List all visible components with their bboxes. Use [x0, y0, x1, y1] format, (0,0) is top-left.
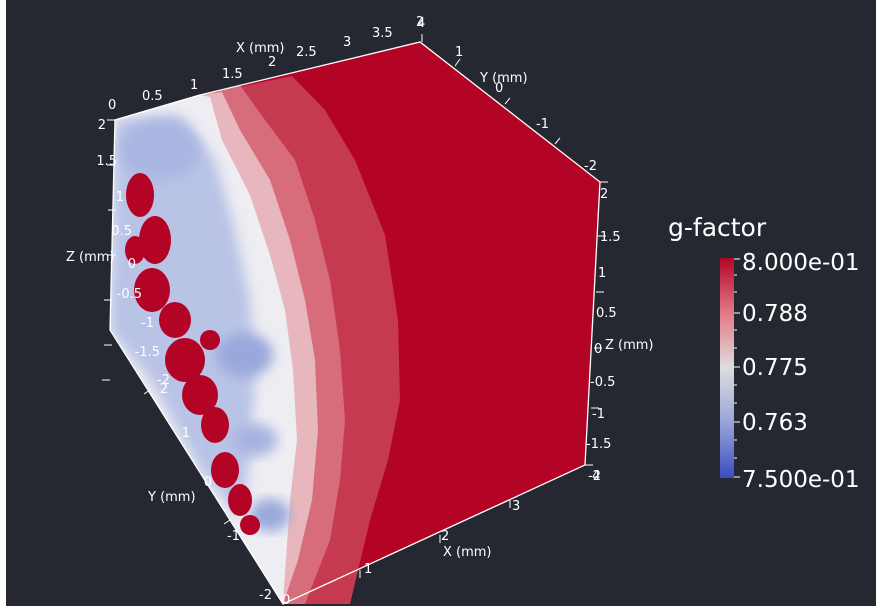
bottom-x-tick: 1 — [364, 562, 372, 577]
left-y-axis-title: Y (mm) — [147, 490, 196, 505]
top-x-axis-ticks: 0 0.5 1 1.5 2 2.5 3 3.5 4 — [108, 16, 425, 113]
left-y-tick: 1 — [182, 426, 190, 441]
left-z-tick: 1 — [116, 190, 124, 205]
right-z-axis-title: Z (mm) — [605, 338, 654, 353]
bottom-x-tick: 2 — [441, 529, 449, 544]
legend-label: 0.775 — [742, 355, 808, 381]
top-x-tick: 2 — [268, 55, 276, 70]
top-x-tick: 1.5 — [222, 67, 243, 82]
left-z-tick: 0 — [128, 257, 136, 272]
top-y-tick: 0 — [495, 81, 503, 96]
left-z-axis-title: Z (mm) — [66, 250, 115, 265]
left-y-tick: 0 — [204, 475, 212, 490]
left-z-tick: -2 — [157, 373, 170, 388]
cube-outline — [109, 41, 601, 605]
top-y-tick: 2 — [416, 15, 424, 30]
top-y-tick: -2 — [584, 159, 597, 174]
right-z-tick: 0 — [594, 342, 602, 357]
bottom-x-axis-ticks: 0 1 2 3 4 — [282, 469, 600, 606]
bottom-x-tick: 0 — [282, 593, 290, 606]
left-y-tick: -2 — [259, 588, 272, 603]
left-z-tick: 0.5 — [111, 224, 132, 239]
top-y-axis-title: Y (mm) — [479, 71, 528, 86]
left-z-tick: -1.5 — [135, 345, 160, 360]
left-y-tick: -1 — [227, 529, 240, 544]
legend-label-min: 7.500e-01 — [742, 467, 860, 493]
top-x-tick: 4 — [417, 16, 425, 31]
right-z-tick: -1 — [592, 407, 605, 422]
left-z-axis-ticks: 2 1.5 1 0.5 0 -0.5 -1 -1.5 -2 — [96, 118, 170, 388]
right-z-tick: 2 — [600, 187, 608, 202]
left-z-tick: -1 — [141, 316, 154, 331]
right-z-tick: 1 — [598, 266, 606, 281]
left-z-tick: 1.5 — [96, 154, 117, 169]
right-z-tick: -2 — [588, 469, 601, 484]
edge-hotspots — [125, 173, 260, 535]
left-y-axis-ticks: 2 1 0 -1 -2 — [160, 382, 272, 603]
legend-title: g-factor — [668, 213, 767, 242]
legend-ticks — [734, 258, 740, 478]
right-z-tick: -1.5 — [586, 437, 611, 452]
top-x-tick: 0 — [108, 98, 116, 113]
right-z-tick: 1.5 — [600, 230, 621, 245]
legend-label-max: 8.000e-01 — [742, 250, 860, 276]
legend-label: 0.763 — [742, 410, 808, 436]
top-y-tick: -1 — [536, 117, 549, 132]
bottom-x-tick: 4 — [592, 469, 600, 484]
color-legend[interactable]: g-factor 8.000e-01 0.788 0.775 0.763 7.5… — [668, 213, 860, 493]
right-z-tick: 0.5 — [596, 306, 617, 321]
left-z-tick: -0.5 — [117, 287, 142, 302]
top-x-tick: 3 — [343, 35, 351, 50]
axis-ticks — [102, 34, 608, 604]
legend-colorbar — [720, 258, 734, 478]
right-z-tick: -0.5 — [590, 375, 615, 390]
top-y-axis-ticks: 2 1 0 -1 -2 — [416, 15, 597, 174]
top-x-axis-title: X (mm) — [236, 41, 285, 56]
left-y-tick: 2 — [160, 382, 168, 397]
right-z-axis-ticks: 2 1.5 1 0.5 0 -0.5 -1 -1.5 -2 — [586, 187, 621, 484]
top-x-tick: 1 — [190, 78, 198, 93]
top-x-tick: 0.5 — [142, 89, 163, 104]
top-y-tick: 1 — [455, 45, 463, 60]
legend-label: 0.788 — [742, 301, 808, 327]
left-z-tick: 2 — [98, 118, 106, 133]
top-x-tick: 2.5 — [296, 45, 317, 60]
top-x-tick: 3.5 — [372, 26, 393, 41]
bottom-x-tick: 3 — [512, 499, 520, 514]
bottom-x-axis-title: X (mm) — [443, 545, 492, 560]
